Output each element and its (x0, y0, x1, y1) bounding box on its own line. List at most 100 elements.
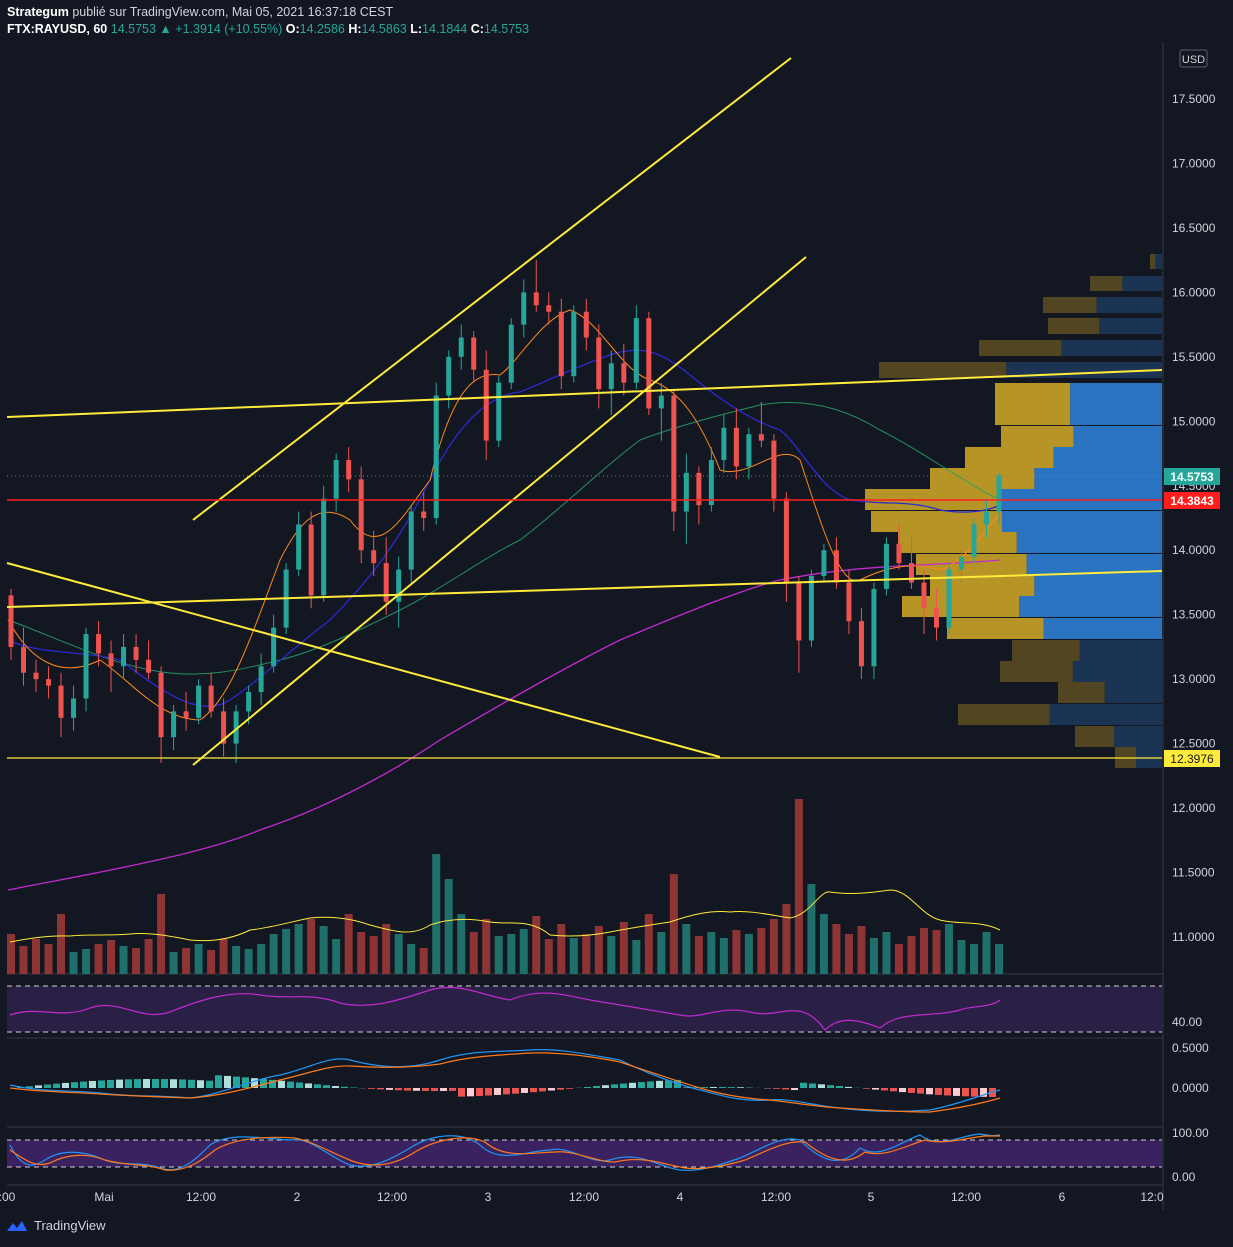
candle-body (83, 634, 89, 699)
macd-hist-bar (926, 1088, 933, 1095)
vp-row-down (1072, 661, 1162, 682)
candle-body (921, 582, 927, 609)
candle-body (258, 666, 264, 693)
candle-body (821, 550, 827, 577)
macd-hist-bar (26, 1086, 33, 1088)
macd-hist-bar (53, 1083, 60, 1088)
support-trendline[interactable] (6, 570, 1163, 608)
macd-hist-bar (116, 1079, 123, 1088)
volume-bar (344, 914, 353, 974)
vp-row-up (898, 532, 1017, 553)
volume-bar (707, 932, 716, 974)
candle-body (796, 582, 802, 641)
vp-row-down (1096, 297, 1162, 313)
macd-hist-bar (449, 1088, 456, 1091)
macd-hist-bar (899, 1088, 906, 1093)
time-tick-label: 2 (294, 1190, 301, 1204)
candle-body (621, 363, 627, 383)
volume-bar (969, 944, 978, 974)
vp-row-up (958, 704, 1050, 725)
price-tick-label: 16.5000 (1172, 221, 1216, 235)
volume-bar (844, 934, 853, 974)
candle-body (471, 337, 477, 370)
vp-row-up (979, 340, 1062, 356)
candle-body (33, 672, 39, 680)
candle-body (446, 356, 452, 396)
macd-hist-bar (485, 1088, 492, 1096)
volume-bar (482, 919, 491, 974)
candle-body (408, 511, 414, 570)
price-tick-label: 15.5000 (1172, 350, 1216, 364)
macd-hist-bar (701, 1087, 708, 1088)
volume-bar (807, 884, 816, 974)
volume-bar (157, 894, 166, 974)
time-tick-label: 12:00 (951, 1190, 981, 1204)
yellow-line-label: 12.3976 (1170, 752, 1214, 766)
volume-bar (544, 939, 553, 974)
volume-bar (569, 938, 578, 974)
candle-body (771, 440, 777, 499)
time-tick-label: 5 (868, 1190, 875, 1204)
last-price-label-bg (1164, 468, 1220, 485)
stoch-tick-low: 0.00 (1172, 1170, 1196, 1184)
author-name[interactable]: Strategum (7, 5, 69, 19)
resistance-trendline[interactable] (6, 369, 1163, 418)
candle-body (633, 318, 639, 383)
volume-bar (732, 930, 741, 974)
volume-bar (457, 914, 466, 974)
stoch-d-line (9, 1135, 1000, 1171)
macd-hist-bar (395, 1088, 402, 1091)
brand-name[interactable]: TradingView (34, 1218, 106, 1233)
price-tick-label: 16.0000 (1172, 285, 1216, 299)
vp-row-up (965, 447, 1054, 468)
macd-hist-bar (845, 1086, 852, 1088)
macd-hist-bar (188, 1079, 195, 1088)
last-price: 14.5753 (110, 22, 156, 36)
macd-hist-bar (179, 1079, 186, 1088)
macd-hist-bar (962, 1088, 969, 1097)
macd-hist-bar (206, 1080, 213, 1088)
price-axis[interactable]: 17.5000 17.0000 16.5000 16.0000 15.5000 15.00… (1172, 92, 1216, 944)
volume-bar (432, 854, 441, 974)
macd-hist-bar (215, 1075, 222, 1088)
time-axis[interactable]: :00 Mai 12:00 2 12:00 3 12:00 4 12:00 5 12:00 6 12:0 (0, 1190, 1164, 1204)
channel-lower-trendline[interactable] (192, 256, 807, 766)
macd-hist-bar (467, 1088, 474, 1097)
symbol-label[interactable]: FTX:RAYUSD, 60 (7, 22, 108, 36)
macd-hist-bar (440, 1088, 447, 1091)
candle-body (146, 659, 152, 673)
volume-bar (394, 934, 403, 974)
tradingview-logo-icon[interactable] (6, 1219, 28, 1233)
yellow-line-label-bg (1164, 750, 1220, 767)
vp-row-down (1019, 596, 1162, 617)
currency-badge-bg[interactable] (1179, 49, 1208, 68)
candle-body (608, 363, 614, 390)
descending-trendline[interactable] (6, 562, 721, 758)
macd-tick-high: 0.5000 (1172, 1041, 1209, 1055)
close-value: 14.5753 (483, 22, 530, 36)
macd-tick-zero: 0.0000 (1172, 1081, 1209, 1095)
volume-bar (107, 940, 116, 974)
price-tick-label: 17.0000 (1172, 156, 1216, 170)
volume-bar (94, 944, 103, 974)
macd-hist-bar (44, 1084, 51, 1088)
chart-header: Strategum publié sur TradingView.com, Ma… (7, 4, 529, 38)
currency-badge[interactable]: USD (1182, 54, 1205, 66)
volume-bar (957, 940, 966, 974)
macd-hist-bar (314, 1084, 321, 1088)
macd-hist-bar (656, 1080, 663, 1088)
channel-upper-trendline[interactable] (192, 57, 792, 521)
candle-body (196, 685, 202, 718)
candle-body (496, 382, 502, 441)
macd-hist-bar (530, 1088, 537, 1093)
vp-row-up (916, 554, 1027, 575)
macd-hist-bar (782, 1088, 789, 1090)
volume-bar (832, 924, 841, 974)
candle-body (458, 337, 464, 357)
macd-hist-bar (386, 1088, 393, 1090)
macd-hist-bar (953, 1088, 960, 1096)
macd-hist-bar (476, 1088, 483, 1096)
candle-body (383, 563, 389, 602)
volume-bar (794, 799, 803, 974)
